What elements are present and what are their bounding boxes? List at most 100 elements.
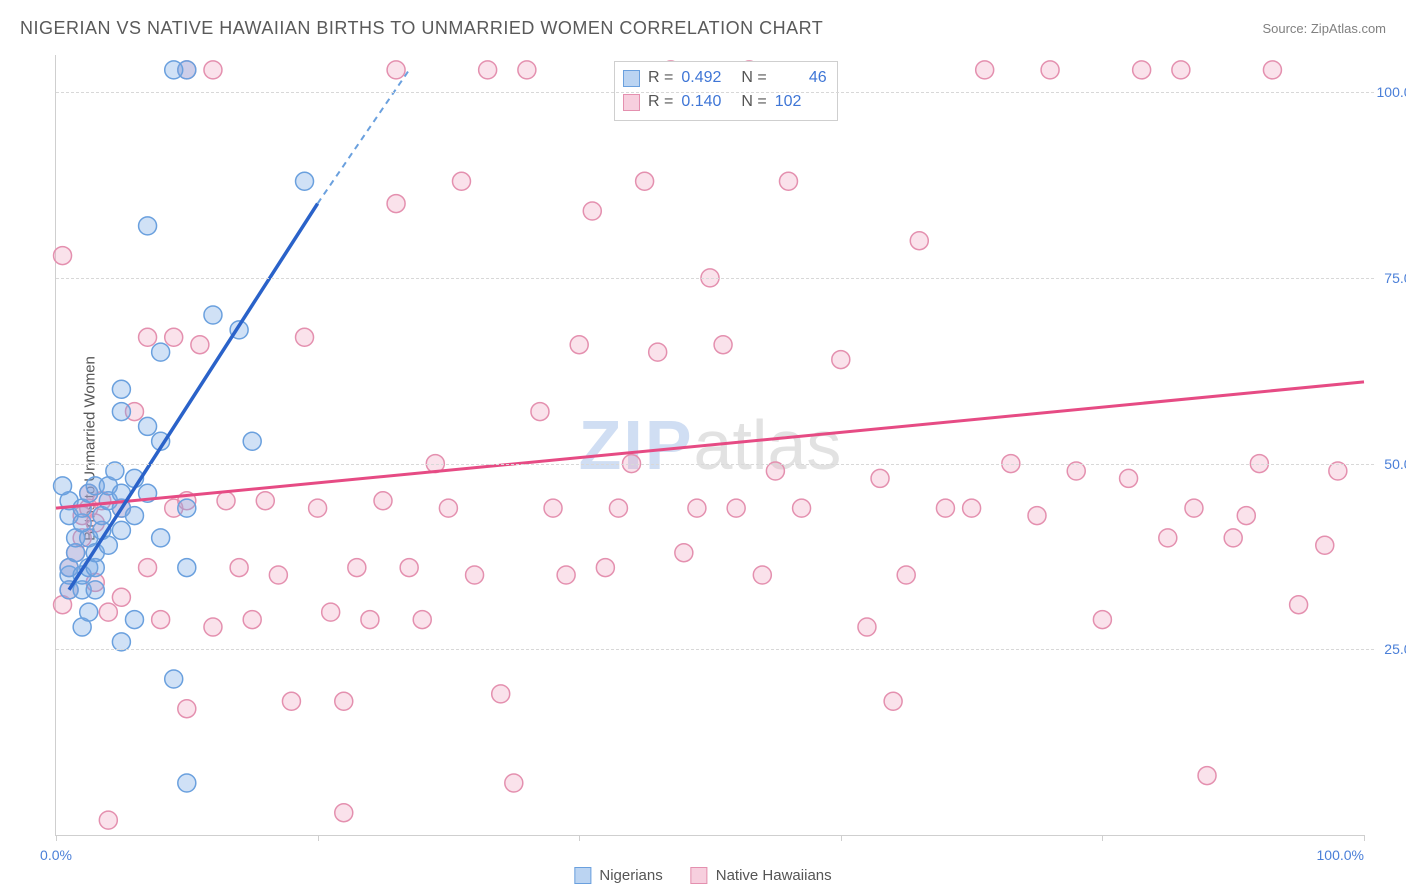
title-bar: NIGERIAN VS NATIVE HAWAIIAN BIRTHS TO UN… (20, 18, 1386, 39)
y-tick-label: 25.0% (1370, 641, 1406, 657)
square-swatch-icon (623, 94, 640, 111)
data-point (243, 432, 261, 450)
x-tick-label: 0.0% (40, 847, 72, 863)
data-point (714, 336, 732, 354)
data-point (976, 61, 994, 79)
data-point (779, 172, 797, 190)
data-point (99, 603, 117, 621)
data-point (413, 611, 431, 629)
data-point (1093, 611, 1111, 629)
data-point (361, 611, 379, 629)
data-point (86, 581, 104, 599)
data-point (766, 462, 784, 480)
data-point (112, 633, 130, 651)
data-point (649, 343, 667, 361)
data-point (165, 61, 183, 79)
stat-label: N = (741, 66, 766, 90)
square-swatch-icon (574, 867, 591, 884)
stat-r-pink: 0.140 (681, 90, 733, 114)
legend-label: Nigerians (599, 867, 662, 884)
data-point (400, 559, 418, 577)
data-point (1041, 61, 1059, 79)
data-point (858, 618, 876, 636)
data-point (688, 499, 706, 517)
x-tick (1364, 835, 1365, 841)
stat-label: R = (648, 90, 673, 114)
source-label: Source: ZipAtlas.com (1262, 21, 1386, 36)
data-point (204, 306, 222, 324)
data-point (99, 811, 117, 829)
data-point (793, 499, 811, 517)
data-point (165, 670, 183, 688)
data-point (112, 403, 130, 421)
data-point (178, 559, 196, 577)
scatter-plot-svg (56, 55, 1364, 835)
data-point (505, 774, 523, 792)
square-swatch-icon (691, 867, 708, 884)
data-point (335, 804, 353, 822)
gridline (56, 278, 1374, 279)
stat-label: N = (741, 90, 766, 114)
stats-row-blue: R = 0.492 N = 46 (623, 66, 827, 90)
data-point (466, 566, 484, 584)
data-point (596, 559, 614, 577)
trend-line (69, 204, 318, 590)
data-point (479, 61, 497, 79)
data-point (387, 61, 405, 79)
data-point (492, 685, 510, 703)
data-point (139, 328, 157, 346)
stat-n-blue: 46 (775, 66, 827, 90)
data-point (230, 559, 248, 577)
data-point (1263, 61, 1281, 79)
stats-row-pink: R = 0.140 N = 102 (623, 90, 827, 114)
data-point (727, 499, 745, 517)
data-point (1198, 767, 1216, 785)
data-point (675, 544, 693, 562)
data-point (54, 477, 72, 495)
data-point (1224, 529, 1242, 547)
data-point (570, 336, 588, 354)
chart-area: ZIPatlas R = 0.492 N = 46 R = 0.140 N = … (55, 55, 1364, 836)
data-point (832, 351, 850, 369)
gridline (56, 649, 1374, 650)
data-point (139, 217, 157, 235)
data-point (583, 202, 601, 220)
data-point (439, 499, 457, 517)
data-point (80, 603, 98, 621)
data-point (963, 499, 981, 517)
data-point (1329, 462, 1347, 480)
data-point (1237, 507, 1255, 525)
data-point (322, 603, 340, 621)
data-point (936, 499, 954, 517)
data-point (204, 618, 222, 636)
data-point (296, 328, 314, 346)
data-point (139, 417, 157, 435)
bottom-legend: Nigerians Native Hawaiians (574, 867, 831, 884)
data-point (1120, 469, 1138, 487)
data-point (269, 566, 287, 584)
x-tick (841, 835, 842, 841)
data-point (1290, 596, 1308, 614)
stat-label: R = (648, 66, 673, 90)
stat-r-blue: 0.492 (681, 66, 733, 90)
data-point (178, 774, 196, 792)
data-point (112, 588, 130, 606)
data-point (871, 469, 889, 487)
data-point (1159, 529, 1177, 547)
data-point (753, 566, 771, 584)
data-point (243, 611, 261, 629)
data-point (387, 195, 405, 213)
data-point (636, 172, 654, 190)
data-point (518, 61, 536, 79)
legend-item-nigerians: Nigerians (574, 867, 662, 884)
data-point (152, 529, 170, 547)
data-point (544, 499, 562, 517)
y-tick-label: 50.0% (1370, 456, 1406, 472)
data-point (282, 692, 300, 710)
data-point (309, 499, 327, 517)
x-tick (56, 835, 57, 841)
x-tick (579, 835, 580, 841)
y-tick-label: 100.0% (1370, 84, 1406, 100)
data-point (335, 692, 353, 710)
legend-label: Native Hawaiians (716, 867, 832, 884)
